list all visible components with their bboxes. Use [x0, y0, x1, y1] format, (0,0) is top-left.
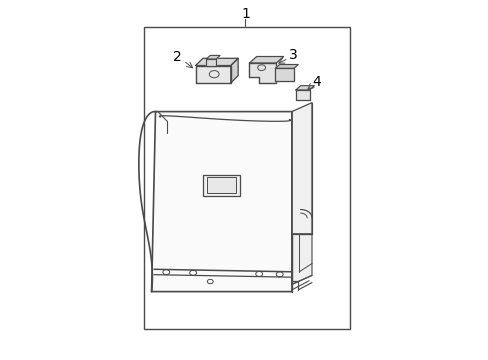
- Text: 3: 3: [288, 48, 297, 62]
- Polygon shape: [291, 234, 311, 284]
- Bar: [144, 27, 349, 329]
- Text: 2: 2: [172, 50, 181, 64]
- Polygon shape: [230, 58, 238, 83]
- Polygon shape: [195, 66, 230, 83]
- Bar: [203, 175, 239, 196]
- Bar: [206, 177, 235, 193]
- Polygon shape: [195, 58, 238, 66]
- Polygon shape: [249, 57, 283, 63]
- Polygon shape: [295, 86, 314, 90]
- Polygon shape: [291, 103, 311, 234]
- Polygon shape: [275, 64, 298, 68]
- Polygon shape: [151, 112, 291, 292]
- Polygon shape: [206, 59, 216, 66]
- Text: 4: 4: [312, 75, 321, 89]
- Polygon shape: [206, 55, 220, 59]
- Text: 1: 1: [241, 8, 249, 21]
- Polygon shape: [249, 63, 276, 83]
- Polygon shape: [295, 90, 309, 100]
- Polygon shape: [275, 68, 293, 81]
